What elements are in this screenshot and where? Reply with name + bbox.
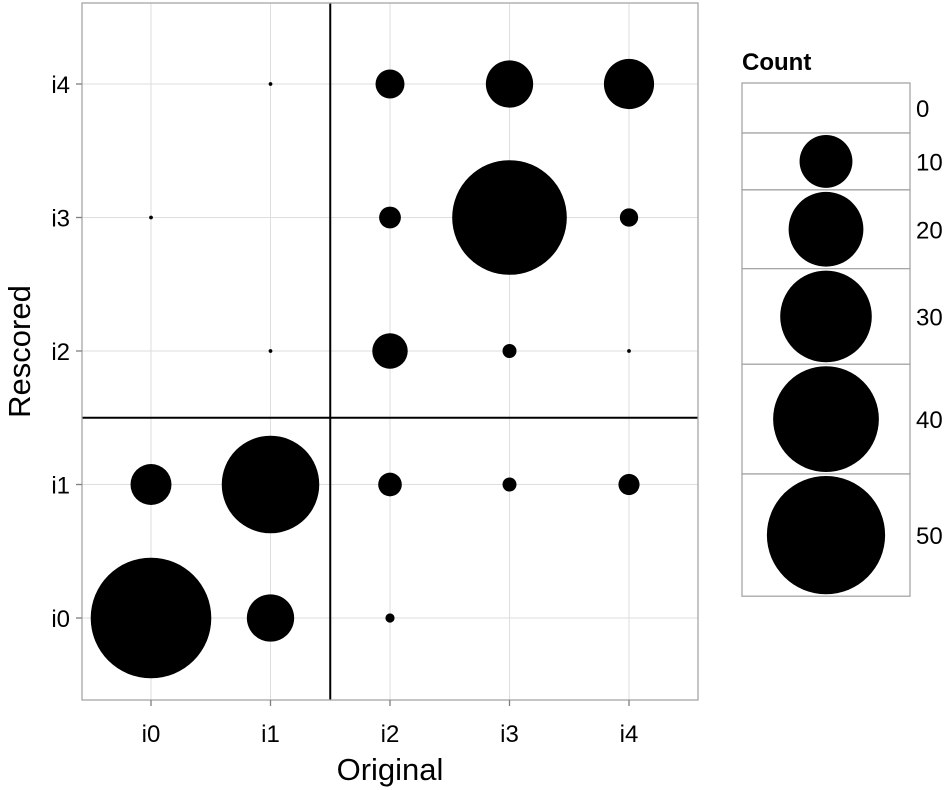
y-tick-label: i4 — [51, 72, 70, 99]
y-tick-label: i2 — [51, 339, 70, 366]
legend-title: Count — [742, 49, 811, 76]
legend: Count 0 10 20 30 40 50 — [741, 49, 943, 597]
x-axis-title: Original — [337, 752, 444, 787]
legend-label: 30 — [916, 304, 943, 331]
x-tick-labels: i0 i1 i2 i3 i4 — [142, 721, 639, 748]
point-i1-i0 — [246, 594, 295, 642]
point-i4-i1 — [618, 473, 640, 496]
legend-label: 20 — [916, 217, 943, 244]
y-tick-label: i3 — [51, 206, 70, 233]
point-i3-i4 — [485, 60, 534, 108]
point-i2-i1 — [378, 472, 402, 497]
legend-keys: 0 10 20 30 40 50 — [741, 82, 943, 597]
legend-key-circle — [773, 366, 879, 472]
x-tick-label: i2 — [381, 721, 400, 748]
point-i1-i1 — [221, 435, 320, 534]
legend-label: 50 — [916, 523, 943, 550]
point-i4-i2 — [627, 349, 631, 353]
x-tick-label: i1 — [261, 721, 280, 748]
axis-ticks — [76, 83, 630, 706]
legend-key-circle — [788, 191, 864, 267]
x-tick-label: i3 — [500, 721, 519, 748]
x-tick-label: i0 — [142, 721, 161, 748]
point-i2-i2 — [372, 333, 408, 369]
point-i0-i3 — [149, 215, 153, 220]
points — [90, 58, 655, 679]
y-tick-label: i1 — [51, 473, 70, 500]
point-i4-i4 — [603, 58, 655, 110]
point-i3-i1 — [502, 477, 517, 492]
legend-label: 40 — [916, 407, 943, 434]
legend-key-box — [741, 82, 911, 134]
point-i1-i4 — [268, 82, 273, 86]
x-tick-label: i4 — [620, 721, 639, 748]
point-i1-i2 — [268, 349, 273, 353]
legend-key-circle — [799, 134, 853, 188]
quadrant-dividers — [82, 3, 698, 700]
legend-label: 0 — [916, 96, 929, 123]
point-i3-i3 — [452, 160, 567, 275]
point-i3-i2 — [502, 344, 517, 358]
point-i0-i0 — [90, 557, 212, 679]
y-tick-label: i0 — [51, 606, 70, 633]
y-tick-labels: i0 i1 i2 i3 i4 — [51, 72, 70, 633]
legend-label: 10 — [916, 149, 943, 176]
point-i4-i3 — [619, 208, 639, 227]
point-i2-i3 — [379, 206, 401, 229]
legend-key-circle — [766, 475, 886, 595]
point-i0-i1 — [130, 464, 172, 505]
point-i2-i0 — [385, 613, 395, 623]
legend-key-circle — [780, 270, 872, 363]
point-i2-i4 — [375, 69, 405, 99]
y-axis-title: Rescored — [2, 285, 37, 418]
